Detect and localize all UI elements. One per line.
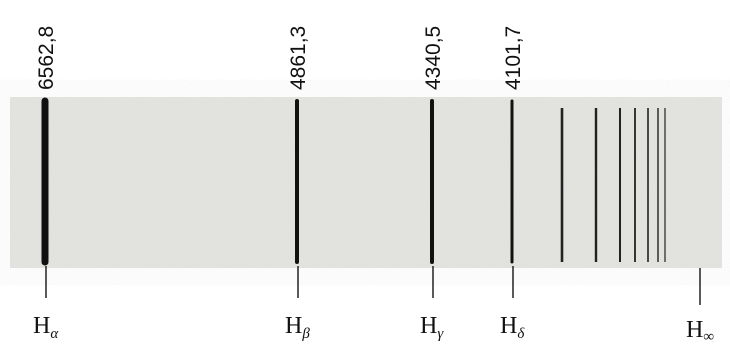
- line-label: Hγ: [420, 313, 444, 342]
- line-subscript: β: [301, 326, 310, 342]
- wavelength-label: 6562,8: [35, 26, 58, 90]
- wavelength-label: 4101,7: [502, 26, 525, 90]
- line-symbol: H: [33, 313, 50, 339]
- strip-texture: [10, 97, 722, 268]
- line-subscript: δ: [517, 326, 525, 342]
- line-label: Hβ: [285, 313, 310, 342]
- line-label: Hα: [33, 313, 59, 342]
- wavelength-label: 4861,3: [287, 26, 310, 90]
- line-subscript: α: [50, 326, 59, 342]
- line-symbol: H: [285, 313, 302, 339]
- line-symbol: H: [420, 313, 437, 339]
- line-subscript: γ: [437, 326, 444, 342]
- limit-subscript: ∞: [703, 329, 714, 345]
- limit-symbol: H: [686, 317, 703, 343]
- limit-label: H∞: [686, 317, 714, 345]
- wavelength-label: 4340,5: [422, 26, 445, 90]
- line-symbol: H: [500, 313, 517, 339]
- spectrum-diagram: 6562,8Hα4861,3Hβ4340,5Hγ4101,7HδH∞: [0, 0, 730, 347]
- line-label: Hδ: [500, 313, 525, 342]
